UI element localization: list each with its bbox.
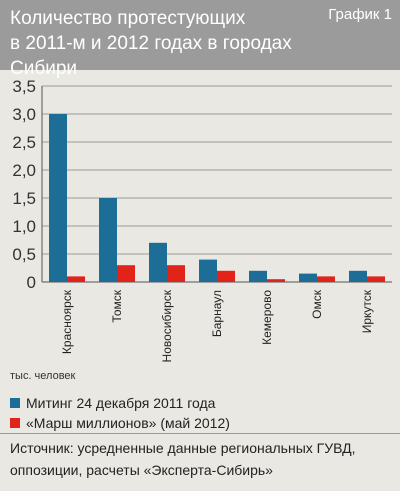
x-category-label: Кемерово — [260, 290, 274, 345]
x-category-label: Томск — [110, 289, 124, 322]
chart-number-badge: График 1 — [328, 6, 392, 23]
bar-rally — [299, 273, 317, 282]
y-tick-label: 3,5 — [12, 77, 36, 96]
bar-march — [117, 265, 135, 282]
bar-march — [217, 270, 235, 282]
y-tick-label: 2,5 — [12, 133, 36, 152]
x-category-label: Новосибирск — [160, 289, 174, 362]
legend: Митинг 24 декабря 2011 года «Марш миллио… — [10, 393, 230, 433]
bar-march — [67, 276, 85, 282]
y-tick-label: 1,5 — [12, 189, 36, 208]
chart-title: Количество протестующих в 2011-м и 2012 … — [10, 6, 310, 81]
bar-rally — [199, 259, 217, 282]
bar-march — [267, 279, 285, 282]
unit-label: тыс. человек — [10, 370, 76, 382]
divider — [0, 433, 400, 434]
x-category-label: Иркутск — [360, 289, 374, 333]
legend-swatch-blue — [10, 398, 20, 408]
y-tick-label: 0,5 — [12, 245, 36, 264]
title-line-1: Количество протестующих — [10, 8, 246, 29]
x-category-label: Омск — [310, 289, 324, 319]
bar-rally — [49, 114, 67, 282]
x-category-label: Красноярск — [60, 289, 74, 354]
chart-area: 0 0,5 1,0 1,5 2,0 2,5 3,0 3,5 Красноярск Томск Нов… — [0, 70, 400, 370]
y-tick-label: 0 — [27, 273, 36, 292]
bar-rally — [149, 242, 167, 282]
title-line-2: в 2011-м и 2012 годах в городах Сибири — [10, 33, 292, 79]
y-tick-label: 2,0 — [12, 161, 36, 180]
bar-rally — [99, 198, 117, 282]
legend-item-march: «Марш миллионов» (май 2012) — [10, 413, 230, 433]
bar-chart: 0 0,5 1,0 1,5 2,0 2,5 3,0 3,5 Красноярск Томск Нов… — [12, 77, 392, 362]
bar-rally — [349, 270, 367, 282]
y-tick-label: 3,0 — [12, 105, 36, 124]
legend-label-rally: Митинг 24 декабря 2011 года — [26, 395, 216, 411]
legend-swatch-red — [10, 418, 20, 428]
bar-march — [367, 276, 385, 282]
x-category-label: Барнаул — [210, 290, 224, 337]
bar-rally — [249, 270, 267, 282]
source-note: Источник: усредненные данные региональны… — [10, 440, 356, 478]
legend-label-march: «Марш миллионов» (май 2012) — [26, 415, 230, 431]
bar-march — [317, 276, 335, 282]
header-bar: Количество протестующих в 2011-м и 2012 … — [0, 0, 400, 79]
bar-march — [167, 265, 185, 282]
y-tick-label: 1,0 — [12, 217, 36, 236]
legend-item-rally: Митинг 24 декабря 2011 года — [10, 393, 230, 413]
